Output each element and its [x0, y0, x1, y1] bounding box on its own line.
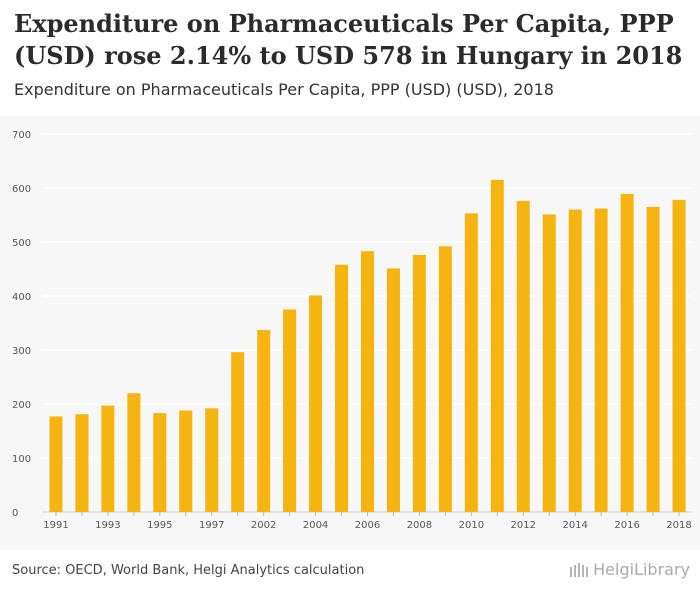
bar-2015[interactable]: [594, 208, 608, 512]
x-tick-label: 2006: [355, 520, 380, 531]
source-note: Source: OECD, World Bank, Helgi Analytic…: [12, 563, 365, 578]
bar-2017[interactable]: [646, 206, 660, 512]
y-tick-label: 600: [12, 184, 31, 195]
y-tick-label: 700: [12, 130, 31, 141]
bar-2006[interactable]: [361, 251, 374, 512]
bar-2013[interactable]: [542, 214, 556, 512]
bar-1991[interactable]: [49, 416, 63, 512]
x-tick-label: 2014: [562, 520, 587, 531]
x-tick-label: 1995: [147, 520, 172, 531]
bar-2010[interactable]: [464, 213, 478, 512]
chart-subtitle: Expenditure on Pharmaceuticals Per Capit…: [14, 80, 554, 99]
bar-1996[interactable]: [179, 410, 193, 512]
x-tick-label: 2012: [511, 520, 536, 531]
bar-2008[interactable]: [412, 254, 426, 512]
x-tick-label: 1991: [43, 520, 68, 531]
y-tick-label: 100: [12, 454, 31, 465]
bar-2011[interactable]: [490, 179, 504, 512]
bar-1994[interactable]: [127, 393, 141, 512]
bar-2012[interactable]: [516, 200, 530, 512]
bar-chart: 0 100 200 300 400 500 600 700 1991 1993 1995 1997 20…: [12, 130, 692, 531]
x-tick-label: 1993: [95, 520, 120, 531]
x-tick-label: 2018: [666, 520, 691, 531]
y-tick-label: 400: [12, 292, 31, 303]
chart-title: Expenditure on Pharmaceuticals Per Capit…: [14, 9, 683, 70]
bar-2003[interactable]: [283, 309, 297, 513]
helgi-library-logo: HelgiLibrary: [569, 560, 690, 579]
bar-2007[interactable]: [386, 268, 400, 512]
x-tick-label: 2004: [303, 520, 328, 531]
bar-1997[interactable]: [205, 408, 219, 512]
bar-2016[interactable]: [620, 193, 634, 512]
y-tick-label: 500: [12, 238, 31, 249]
bar-2014[interactable]: [568, 209, 582, 512]
x-tick-label: 2002: [251, 520, 276, 531]
x-tick-label: 2010: [459, 520, 484, 531]
y-tick-label: 300: [12, 346, 31, 357]
bar-2009[interactable]: [438, 246, 452, 512]
library-icon: [570, 562, 589, 577]
y-tick-label: 200: [12, 400, 31, 411]
bar-2002[interactable]: [257, 330, 271, 512]
x-tick-label: 2016: [614, 520, 639, 531]
bar-1995[interactable]: [153, 413, 167, 512]
logo-text: HelgiLibrary: [593, 560, 690, 579]
x-tick-label: 1997: [199, 520, 224, 531]
bar-2005[interactable]: [335, 264, 349, 512]
bar-1992[interactable]: [75, 414, 89, 512]
bar-2018[interactable]: [672, 199, 686, 512]
bar-2004[interactable]: [309, 295, 323, 512]
bar-1993[interactable]: [101, 405, 115, 512]
y-tick-label: 0: [12, 508, 18, 519]
x-tick-label: 2008: [407, 520, 432, 531]
bar-1998[interactable]: [231, 352, 245, 512]
